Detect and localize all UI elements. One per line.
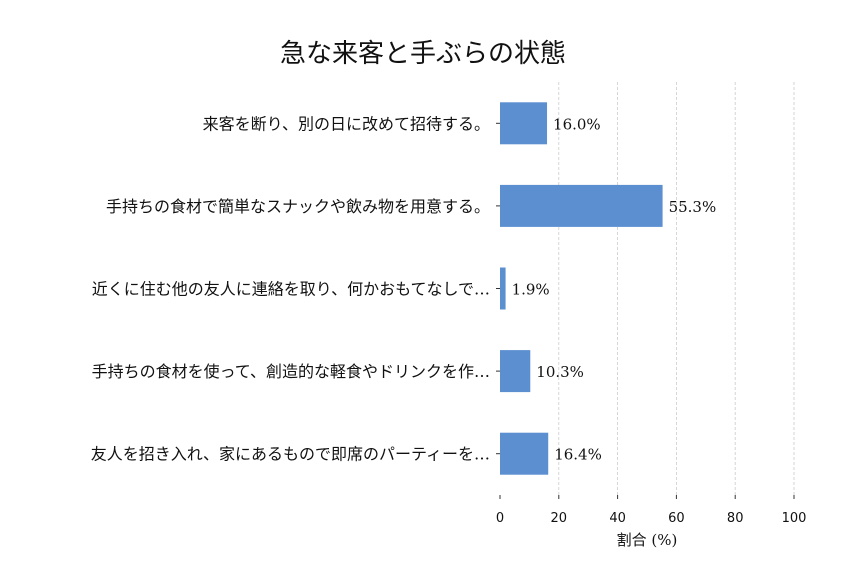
y-tick-label: 友人を招き入れ、家にあるもので即席のパーティーを… bbox=[91, 445, 490, 464]
bar bbox=[500, 350, 531, 393]
bar bbox=[500, 432, 549, 475]
y-tick-label: 手持ちの食材で簡単なスナックや飲み物を用意する。 bbox=[106, 197, 490, 216]
data-label: 16.4% bbox=[554, 446, 602, 464]
x-tick-label: 20 bbox=[551, 511, 568, 526]
bar bbox=[500, 184, 663, 227]
x-axis-label: 割合 (%) bbox=[617, 531, 678, 549]
x-tick-label: 40 bbox=[609, 511, 626, 526]
y-tick-label: 手持ちの食材を使って、創造的な軽食やドリンクを作… bbox=[92, 362, 490, 381]
data-label: 55.3% bbox=[669, 198, 717, 216]
bar bbox=[500, 267, 506, 310]
data-label: 16.0% bbox=[553, 115, 601, 133]
x-tick-label: 0 bbox=[496, 511, 504, 526]
y-tick-label: 来客を断り、別の日に改めて招待する。 bbox=[203, 114, 490, 133]
x-tick-label: 80 bbox=[727, 511, 744, 526]
x-tick-label: 60 bbox=[668, 511, 685, 526]
data-label: 10.3% bbox=[536, 363, 584, 381]
bar bbox=[500, 102, 548, 145]
data-label: 1.9% bbox=[512, 281, 550, 299]
x-tick-label: 100 bbox=[782, 511, 807, 526]
y-tick-label: 近くに住む他の友人に連絡を取り、何かおもてなしで… bbox=[92, 280, 490, 299]
chart-title: 急な来客と手ぶらの状態 bbox=[280, 39, 566, 69]
